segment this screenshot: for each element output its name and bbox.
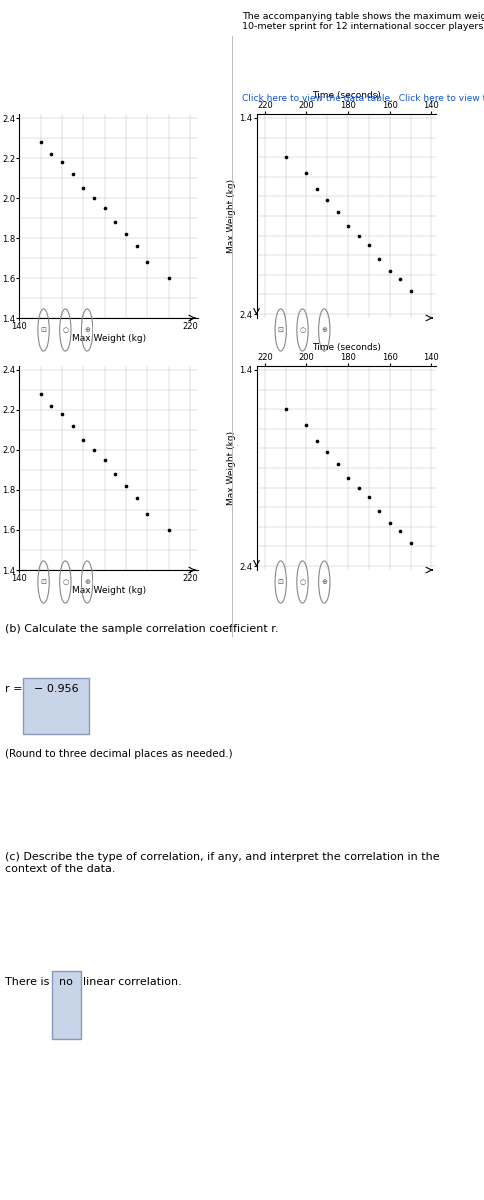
Point <box>302 415 310 434</box>
Point <box>101 450 108 469</box>
Point <box>90 188 98 208</box>
FancyBboxPatch shape <box>52 971 80 1039</box>
Point <box>133 236 140 256</box>
Point <box>111 212 119 232</box>
Point <box>396 269 404 288</box>
Point <box>323 191 331 210</box>
Text: ⊡: ⊡ <box>41 326 46 332</box>
Text: (Round to three decimal places as needed.): (Round to three decimal places as needed… <box>5 749 232 760</box>
Y-axis label: Max Weight (kg): Max Weight (kg) <box>227 431 237 505</box>
Text: ⊕: ⊕ <box>321 326 327 332</box>
Point <box>313 431 321 450</box>
Point <box>101 198 108 217</box>
Text: r =: r = <box>5 684 26 695</box>
Point <box>133 488 140 508</box>
Text: ⊕: ⊕ <box>84 578 90 584</box>
Point <box>47 144 55 163</box>
Point <box>334 203 342 222</box>
Text: (b) Calculate the sample correlation coefficient r.: (b) Calculate the sample correlation coe… <box>5 624 278 634</box>
Point <box>355 226 363 245</box>
Point <box>90 440 98 460</box>
Point <box>122 476 130 496</box>
Text: ⊕: ⊕ <box>84 326 90 332</box>
Point <box>355 478 363 497</box>
FancyBboxPatch shape <box>23 678 90 734</box>
Point <box>376 502 383 521</box>
Text: · · ·: · · · <box>226 442 239 451</box>
X-axis label: Max Weight (kg): Max Weight (kg) <box>72 334 146 343</box>
X-axis label: Max Weight (kg): Max Weight (kg) <box>72 586 146 595</box>
Point <box>323 443 331 462</box>
Point <box>344 216 352 235</box>
Text: There is: There is <box>5 977 49 986</box>
Point <box>386 514 393 533</box>
Point <box>69 416 76 436</box>
Text: − 0.956: − 0.956 <box>34 684 78 695</box>
Text: ⊡: ⊡ <box>278 326 284 332</box>
Point <box>365 236 373 256</box>
Y-axis label: Max Weight (kg): Max Weight (kg) <box>227 179 237 253</box>
Text: ⊕: ⊕ <box>321 578 327 584</box>
Point <box>47 396 55 415</box>
Point <box>302 163 310 182</box>
Point <box>365 488 373 508</box>
Text: ⊡: ⊡ <box>41 578 46 584</box>
Text: ○: ○ <box>62 326 68 332</box>
Point <box>79 431 87 450</box>
X-axis label: Time (seconds): Time (seconds) <box>312 91 380 100</box>
Point <box>386 262 393 281</box>
Text: no: no <box>59 977 73 986</box>
Point <box>165 269 172 288</box>
Point <box>111 464 119 484</box>
Point <box>143 504 151 523</box>
Point <box>407 533 414 552</box>
Point <box>407 281 414 300</box>
Text: ○: ○ <box>300 326 305 332</box>
Text: ○: ○ <box>300 578 305 584</box>
Point <box>165 521 172 540</box>
Point <box>313 179 321 198</box>
Point <box>344 468 352 487</box>
Point <box>396 521 404 540</box>
Point <box>58 404 66 424</box>
Text: linear correlation.: linear correlation. <box>83 977 182 986</box>
Point <box>122 224 130 244</box>
Text: The accompanying table shows the maximum weights (in kilograms) for which one re: The accompanying table shows the maximum… <box>242 12 484 31</box>
Point <box>334 455 342 474</box>
Point <box>79 179 87 198</box>
Text: ○: ○ <box>62 578 68 584</box>
Point <box>282 148 289 167</box>
Point <box>376 250 383 269</box>
Point <box>37 384 45 403</box>
Point <box>143 252 151 271</box>
Point <box>58 152 66 172</box>
Point <box>37 132 45 151</box>
Text: Click here to view the data table.  Click here to view the table of critical val: Click here to view the data table. Click… <box>242 94 484 103</box>
Point <box>69 164 76 184</box>
X-axis label: Time (seconds): Time (seconds) <box>312 343 380 352</box>
Text: (c) Describe the type of correlation, if any, and interpret the correlation in t: (c) Describe the type of correlation, if… <box>5 852 439 874</box>
Text: ⊡: ⊡ <box>278 578 284 584</box>
Point <box>282 400 289 419</box>
